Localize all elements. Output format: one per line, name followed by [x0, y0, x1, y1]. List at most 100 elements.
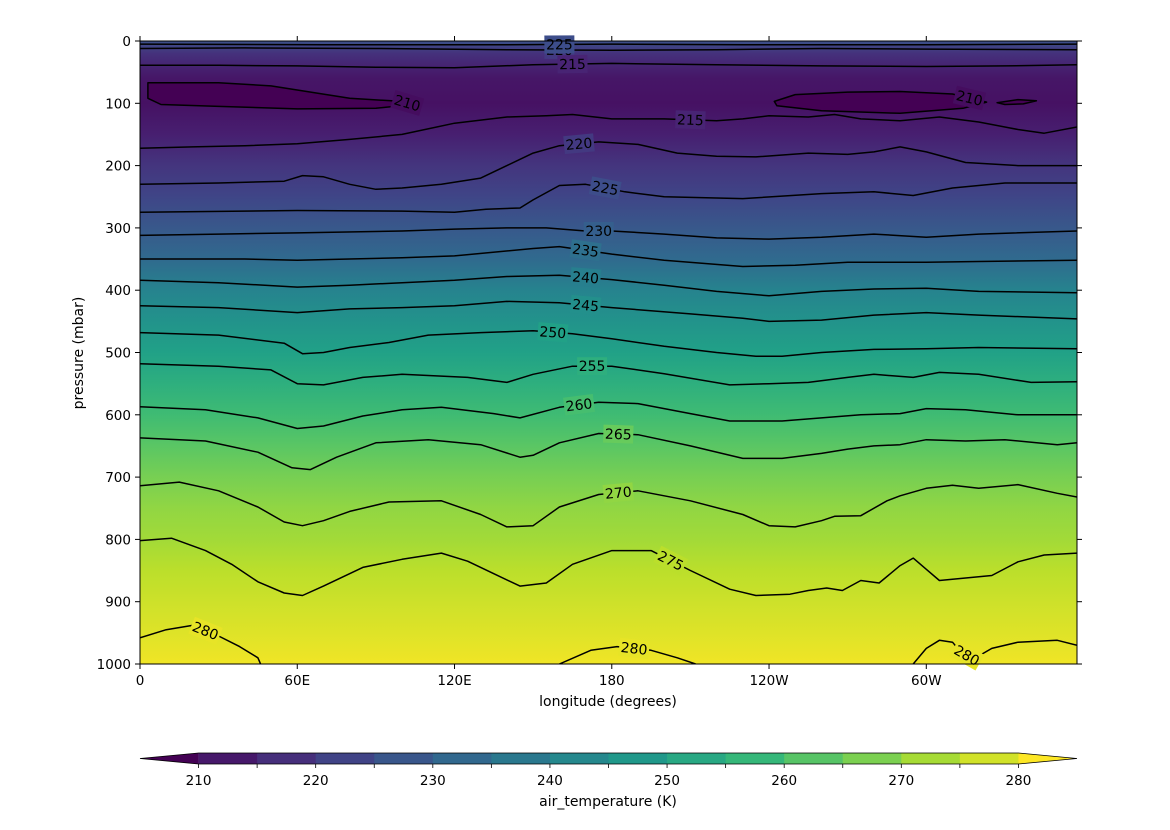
contour-label: 270: [604, 484, 632, 502]
contour-fill-210: [147, 82, 413, 109]
contour-label-bg: [952, 85, 987, 111]
y-tick-label: 500: [105, 346, 131, 362]
contour-label: 260: [565, 396, 594, 415]
contour-label-bg: [537, 322, 569, 343]
contour-label-group: 235: [569, 239, 602, 262]
contour-label-bg: [588, 176, 622, 200]
contour-label-group: 225: [544, 35, 575, 54]
contour-label: 210: [392, 92, 422, 115]
colorbar-tick-label: 230: [420, 773, 446, 789]
contour-label-group: 215: [675, 110, 706, 130]
contour-label-bg: [544, 35, 575, 54]
contour-label-bg: [562, 393, 596, 416]
colorbar-extend-high: [1018, 753, 1077, 764]
contour-label: 220: [565, 136, 593, 154]
contour-label-bg: [569, 294, 602, 316]
contour-label: 255: [579, 359, 606, 375]
x-tick-label: 60W: [911, 673, 942, 689]
contour-line-210: [996, 98, 1038, 106]
contour-label-group: 230: [583, 222, 614, 240]
contour-label-group: 250: [537, 322, 569, 343]
y-tick-label: 900: [105, 595, 131, 611]
contour-label-bg: [563, 133, 595, 155]
colorbar-ticks: 210 220 230 240 250 260 270 280: [186, 764, 1031, 789]
contour-label-bg: [557, 54, 588, 74]
colorbar-segment: [374, 753, 434, 764]
contour-label-group: 225: [588, 176, 622, 200]
contour-label: 265: [605, 427, 632, 444]
contour-label: 225: [546, 37, 573, 53]
contour-label-group: 270: [602, 482, 635, 504]
contour-label-bg: [675, 110, 706, 130]
colorbar: 210 220 230 240 250 260 270 280 air_temperature…: [139, 752, 1078, 810]
x-tick-label: 120E: [437, 673, 471, 689]
contour-label-group: 210: [390, 90, 425, 116]
y-axis: 0 100 200 300 400 500 600 700 800 900 1000: [97, 34, 1082, 673]
contour-label-group: 215: [557, 54, 588, 74]
x-tick-label: 0: [136, 673, 145, 689]
contour-label: 235: [571, 241, 600, 261]
y-tick-label: 600: [105, 408, 131, 424]
contour-line-240: [140, 274, 1077, 297]
contour-label: 280: [620, 640, 648, 659]
y-tick-label: 300: [105, 221, 131, 237]
plot-area: 2202252152102102152202252302352402452502…: [139, 35, 1078, 671]
contour-line-220: [140, 47, 1077, 52]
contour-line-210: [773, 90, 988, 115]
contour-label: 215: [559, 57, 586, 73]
contour-label: 215: [677, 112, 704, 129]
contour-label-bg: [618, 637, 650, 659]
colorbar-segment: [901, 753, 961, 764]
contour-label-bg: [188, 616, 223, 645]
x-tick-label: 120W: [749, 673, 788, 689]
contour-label-bg: [569, 267, 602, 288]
contour-label-group: 255: [577, 357, 608, 376]
colorbar-segment: [491, 753, 551, 764]
colorbar-tick-label: 220: [303, 773, 329, 789]
x-axis-label: longitude (degrees): [539, 694, 677, 710]
contour-label-group: 245: [569, 294, 602, 316]
contour-label: 225: [590, 179, 619, 200]
colorbar-segment: [959, 753, 1019, 764]
y-tick-label: 0: [122, 34, 131, 50]
x-tick-label: 60E: [284, 673, 310, 689]
contour-line-255: [140, 362, 1077, 386]
contour-label-bg: [569, 239, 602, 262]
contour-line-260: [140, 401, 1077, 430]
contour-label-bg: [603, 424, 634, 444]
y-tick-label: 800: [105, 532, 131, 548]
colorbar-segment: [198, 753, 258, 764]
colorbar-segment: [784, 753, 844, 764]
contour-label: 240: [572, 269, 600, 287]
contour-label: 230: [585, 224, 612, 240]
contour-label-group: 220: [563, 133, 595, 155]
colorbar-segment: [549, 753, 609, 764]
colorbar-segment: [608, 753, 668, 764]
colorbar-tick-label: 210: [186, 773, 212, 789]
colorbar-extend-low: [140, 753, 199, 764]
colorbar-label: air_temperature (K): [539, 794, 677, 810]
x-tick-label: 180: [599, 673, 625, 689]
colorbar-segment: [842, 753, 902, 764]
colorbar-segment: [257, 753, 317, 764]
y-tick-label: 400: [105, 283, 131, 299]
y-tick-label: 100: [105, 96, 131, 112]
contour-line-225: [140, 43, 1077, 46]
y-axis-label: pressure (mbar): [71, 297, 87, 410]
contour-label-bg: [602, 482, 635, 504]
colorbar-tick-label: 260: [771, 773, 797, 789]
colorbar-segment: [432, 753, 492, 764]
colorbar-segment: [315, 753, 375, 764]
contour-label-group: 240: [569, 267, 602, 288]
contour-line-245: [140, 300, 1077, 323]
x-axis: 0 60E 120E 180 120W 60W: [136, 36, 942, 689]
contour-labels: 2202252152102102152202252302352402452502…: [188, 35, 987, 671]
contour-label-bg: [583, 222, 614, 240]
contour-label-bg: [653, 545, 689, 576]
contour-label-group: 210: [952, 85, 987, 111]
contour-line-250: [140, 329, 1077, 357]
colorbar-tick-label: 240: [537, 773, 563, 789]
contour-line-270: [140, 481, 1077, 528]
temperature-field: [140, 41, 1077, 664]
